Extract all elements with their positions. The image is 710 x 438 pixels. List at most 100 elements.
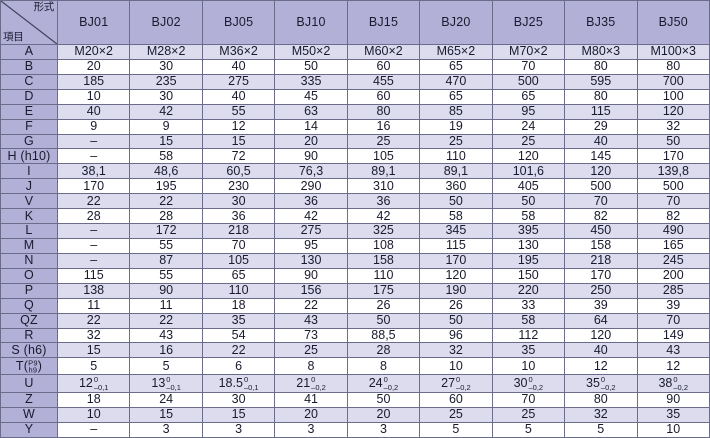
cell: 58 [419, 208, 493, 225]
cell: 90 [129, 282, 203, 299]
cell: 110 [201, 282, 276, 299]
cell: 95 [274, 237, 348, 254]
cell-tolerance: 0 –0,2 [600, 374, 616, 392]
table-row: R 32 43 54 73 88,5 96 112 120 149 [0, 327, 710, 344]
cell: 10 [419, 357, 493, 376]
cell: 32 [56, 327, 131, 344]
cell: 27 0 –0,2 [419, 374, 493, 393]
cell: M50×2 [274, 44, 348, 60]
cell: 3 [274, 421, 348, 438]
cell: 10 [56, 88, 131, 105]
cell: 6 [201, 357, 276, 376]
cell: 35 0 –0,2 [564, 374, 638, 393]
cell: 230 [201, 178, 276, 195]
cell: 218 [201, 223, 276, 239]
cell-tolerance: 0 –0,1 [243, 374, 259, 392]
cell: 112 [491, 327, 566, 344]
cell-value: 12 [78, 376, 93, 391]
row-label-l: L [0, 223, 58, 239]
cell: 82 [564, 208, 638, 225]
cell: 30 0 –0,2 [491, 374, 566, 393]
cell: 700 [636, 73, 710, 90]
table-row: D 10 30 40 45 60 65 65 80 100 [0, 88, 710, 105]
table-row: Z 18 24 30 41 50 60 70 80 90 [0, 391, 710, 408]
cell: 115 [564, 103, 638, 120]
table-row: M –55 70 95 108 115 130 158 165 [0, 237, 710, 254]
cell: – [56, 133, 131, 150]
cell: 33 [491, 297, 566, 314]
cell: 9 [56, 118, 131, 135]
row-label-g: G [0, 133, 58, 150]
row-label-u: U [0, 374, 58, 393]
cell: 22 [56, 312, 131, 329]
cell: 500 [491, 73, 566, 90]
row-label-b: B [0, 58, 58, 75]
cell: 58 [129, 148, 203, 165]
cell: 15 [129, 133, 203, 150]
cell: 65 [201, 267, 276, 284]
cell: 18.5 0 –0,1 [201, 374, 276, 393]
cell: 65 [419, 58, 493, 75]
cell: 48,6 [129, 163, 203, 180]
row-label-d: D [0, 88, 58, 105]
row-label-q: Q [0, 297, 58, 314]
cell: M65×2 [419, 44, 493, 60]
cell: 235 [129, 73, 203, 90]
cell: 43 [129, 327, 203, 344]
table-row: S (h6) 15 16 22 25 28 32 35 40 43 [0, 342, 710, 359]
cell: 55 [129, 267, 203, 284]
cell: 70 [636, 193, 710, 210]
cell: 26 [346, 297, 421, 314]
row-label-k: K [0, 208, 58, 225]
cell: 130 [274, 252, 348, 269]
cell: 11 [129, 297, 203, 314]
cell: 15 [201, 406, 276, 423]
cell: 395 [491, 223, 566, 239]
row-label-p: P [0, 282, 58, 299]
cell: 175 [346, 282, 421, 299]
cell: 85 [419, 103, 493, 120]
cell: M80×3 [564, 44, 638, 60]
cell: 90 [636, 391, 710, 408]
row-label-y: Y [0, 421, 58, 438]
cell: 30 [129, 58, 203, 75]
cell: 22 [129, 312, 203, 329]
cell: 14 [274, 118, 348, 135]
cell: 21 0 –0,2 [274, 374, 348, 393]
table-row: K 28 28 36 42 42 58 58 82 82 [0, 208, 710, 225]
row-label-a: A [0, 44, 58, 60]
cell: 105 [346, 148, 421, 165]
cell: 22 [201, 342, 276, 359]
cell: 172 [129, 223, 203, 239]
cell: 25 [419, 406, 493, 423]
cell: 82 [636, 208, 710, 225]
cell: 3 [346, 421, 421, 438]
cell: 15 [56, 342, 131, 359]
cell: 5 [491, 421, 566, 438]
cell: 76,3 [274, 163, 348, 180]
cell: 87 [129, 252, 203, 269]
cell: 32 [419, 342, 493, 359]
cell: 40 [564, 342, 638, 359]
cell: 310 [346, 178, 421, 195]
cell: 55 [201, 103, 276, 120]
cell: 105 [201, 252, 276, 269]
cell: 455 [346, 73, 421, 90]
cell: 5 [564, 421, 638, 438]
cell: 65 [419, 88, 493, 105]
cell: 290 [274, 178, 348, 195]
cell: M36×2 [201, 44, 276, 60]
cell: 158 [564, 237, 638, 254]
cell: M70×2 [491, 44, 566, 60]
row-label-t: T(P9 h9) [0, 357, 58, 376]
table-row: C 185 235 275 335 455 470 500 595 700 [0, 73, 710, 90]
column-header-bj10: BJ10 [274, 0, 348, 45]
cell: 24 0 –0,2 [346, 374, 421, 393]
cell: 16 [346, 118, 421, 135]
cell: 60,5 [201, 163, 276, 180]
row-label-z: Z [0, 391, 58, 408]
cell: 58 [491, 312, 566, 329]
table-row: F 9 9 12 14 16 19 24 29 32 [0, 118, 710, 135]
cell: 170 [636, 148, 710, 165]
cell: 490 [636, 223, 710, 239]
